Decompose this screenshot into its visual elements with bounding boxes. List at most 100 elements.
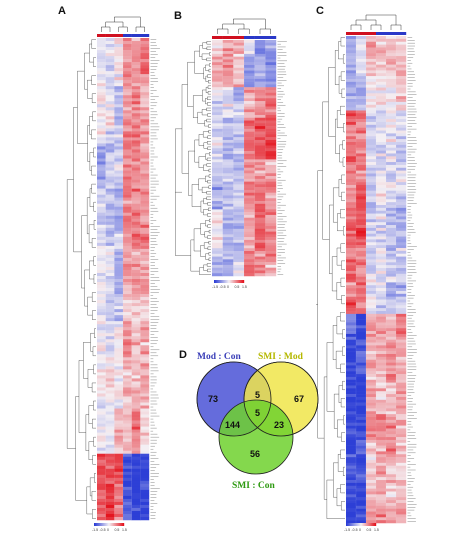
heatmap-cell	[265, 106, 277, 110]
heatmap-cell	[366, 225, 377, 229]
heatmap-cell	[356, 445, 367, 449]
heatmap-cell	[140, 206, 150, 210]
color-scale-key	[99, 523, 101, 526]
heatmap-cell	[233, 217, 245, 221]
heatmap-cell	[131, 378, 141, 382]
heatmap-cell	[140, 486, 150, 491]
heatmap-cell	[97, 266, 106, 271]
row-dendrogram-branch	[207, 135, 211, 139]
heatmap-cell	[123, 104, 132, 108]
heatmap-cell	[97, 179, 106, 183]
heatmap-cell	[386, 465, 397, 469]
color-scale-key	[97, 523, 99, 526]
heatmap-cell	[105, 56, 115, 60]
heatmap-cell	[233, 51, 245, 55]
heatmap-cell	[131, 336, 141, 340]
heatmap-cell	[97, 381, 106, 385]
heatmap-cell	[265, 167, 277, 171]
heatmap-cell	[97, 80, 106, 84]
heatmap-group-bar	[265, 36, 277, 39]
color-scale-key	[361, 523, 363, 526]
heatmap-cell	[131, 236, 141, 241]
heatmap-cell	[140, 498, 150, 503]
heatmap-cell	[265, 78, 277, 82]
heatmap-cell	[386, 113, 397, 117]
heatmap-cell	[131, 321, 141, 325]
heatmap-cell	[376, 153, 387, 157]
heatmap-cell	[233, 81, 245, 85]
heatmap-cell	[346, 419, 357, 423]
heatmap-cell	[131, 444, 141, 448]
heatmap-cell	[212, 178, 223, 182]
heatmap-cell	[222, 109, 234, 113]
heatmap-cell	[356, 331, 367, 335]
heatmap-cell	[222, 117, 234, 121]
heatmap-cell	[97, 215, 106, 219]
heatmap-cell	[346, 250, 357, 254]
heatmap-cell	[396, 365, 407, 369]
heatmap-cell	[131, 345, 141, 349]
heatmap-cell	[376, 351, 387, 355]
heatmap-cell	[105, 381, 115, 385]
heatmap-cell	[376, 290, 387, 295]
heatmap-cell	[140, 483, 150, 488]
heatmap-cell	[114, 146, 124, 150]
heatmap-cell	[131, 185, 141, 189]
heatmap-cell	[114, 86, 124, 90]
heatmap-cell	[131, 56, 141, 60]
heatmap-cell	[386, 199, 397, 203]
heatmap-cell	[396, 459, 407, 464]
heatmap-cell	[356, 179, 367, 183]
color-scale-key	[360, 523, 362, 526]
heatmap-cell	[131, 80, 141, 84]
heatmap-cell	[254, 84, 266, 88]
heatmap-cell	[123, 282, 132, 286]
heatmap-cell	[233, 145, 245, 149]
heatmap-cell	[140, 65, 150, 69]
heatmap-cell	[123, 402, 132, 406]
heatmap-cell	[97, 143, 106, 147]
heatmap-cell	[396, 520, 407, 524]
heatmap-cell	[244, 228, 255, 232]
heatmap-cell	[114, 291, 124, 295]
row-dendrogram-branch	[206, 46, 211, 50]
heatmap-cell	[114, 227, 124, 232]
heatmap-cell	[97, 348, 106, 352]
heatmap-cell	[140, 242, 150, 247]
heatmap-cell	[386, 227, 397, 232]
heatmap-cell	[114, 456, 124, 460]
heatmap-cell	[346, 437, 357, 441]
heatmap-cell	[123, 59, 132, 63]
heatmap-cell	[356, 517, 367, 521]
heatmap-cell	[366, 179, 377, 183]
heatmap-cell	[123, 200, 132, 204]
heatmap-cell	[386, 422, 397, 426]
heatmap-cell	[386, 448, 397, 452]
heatmap-cell	[233, 234, 245, 238]
heatmap-cell	[254, 137, 266, 141]
heatmap-cell	[346, 184, 357, 189]
row-dendrogram-branch	[207, 246, 211, 250]
heatmap-cell	[396, 325, 407, 329]
heatmap-group-bar	[366, 32, 377, 35]
heatmap-cell	[346, 187, 357, 191]
heatmap-cell	[114, 471, 124, 476]
heatmap-cell	[396, 322, 407, 326]
heatmap-cell	[346, 164, 357, 169]
heatmap-cell	[140, 227, 150, 232]
heatmap-cell	[123, 158, 132, 162]
heatmap-cell	[254, 217, 266, 221]
heatmap-cell	[105, 104, 115, 108]
venn-label-mod-con: Mod : Con	[197, 352, 242, 362]
heatmap-cell	[123, 516, 132, 521]
heatmap-cell	[376, 477, 387, 481]
heatmap-cell	[131, 215, 141, 219]
row-dendrogram-branch	[203, 164, 209, 171]
heatmap-cell	[346, 239, 357, 243]
heatmap-cell	[97, 453, 106, 457]
heatmap-cell	[123, 381, 132, 385]
heatmap-cell	[386, 99, 397, 103]
heatmap-cell	[212, 234, 223, 238]
heatmap-cell	[212, 151, 223, 155]
row-dendrogram-branch	[209, 152, 211, 156]
